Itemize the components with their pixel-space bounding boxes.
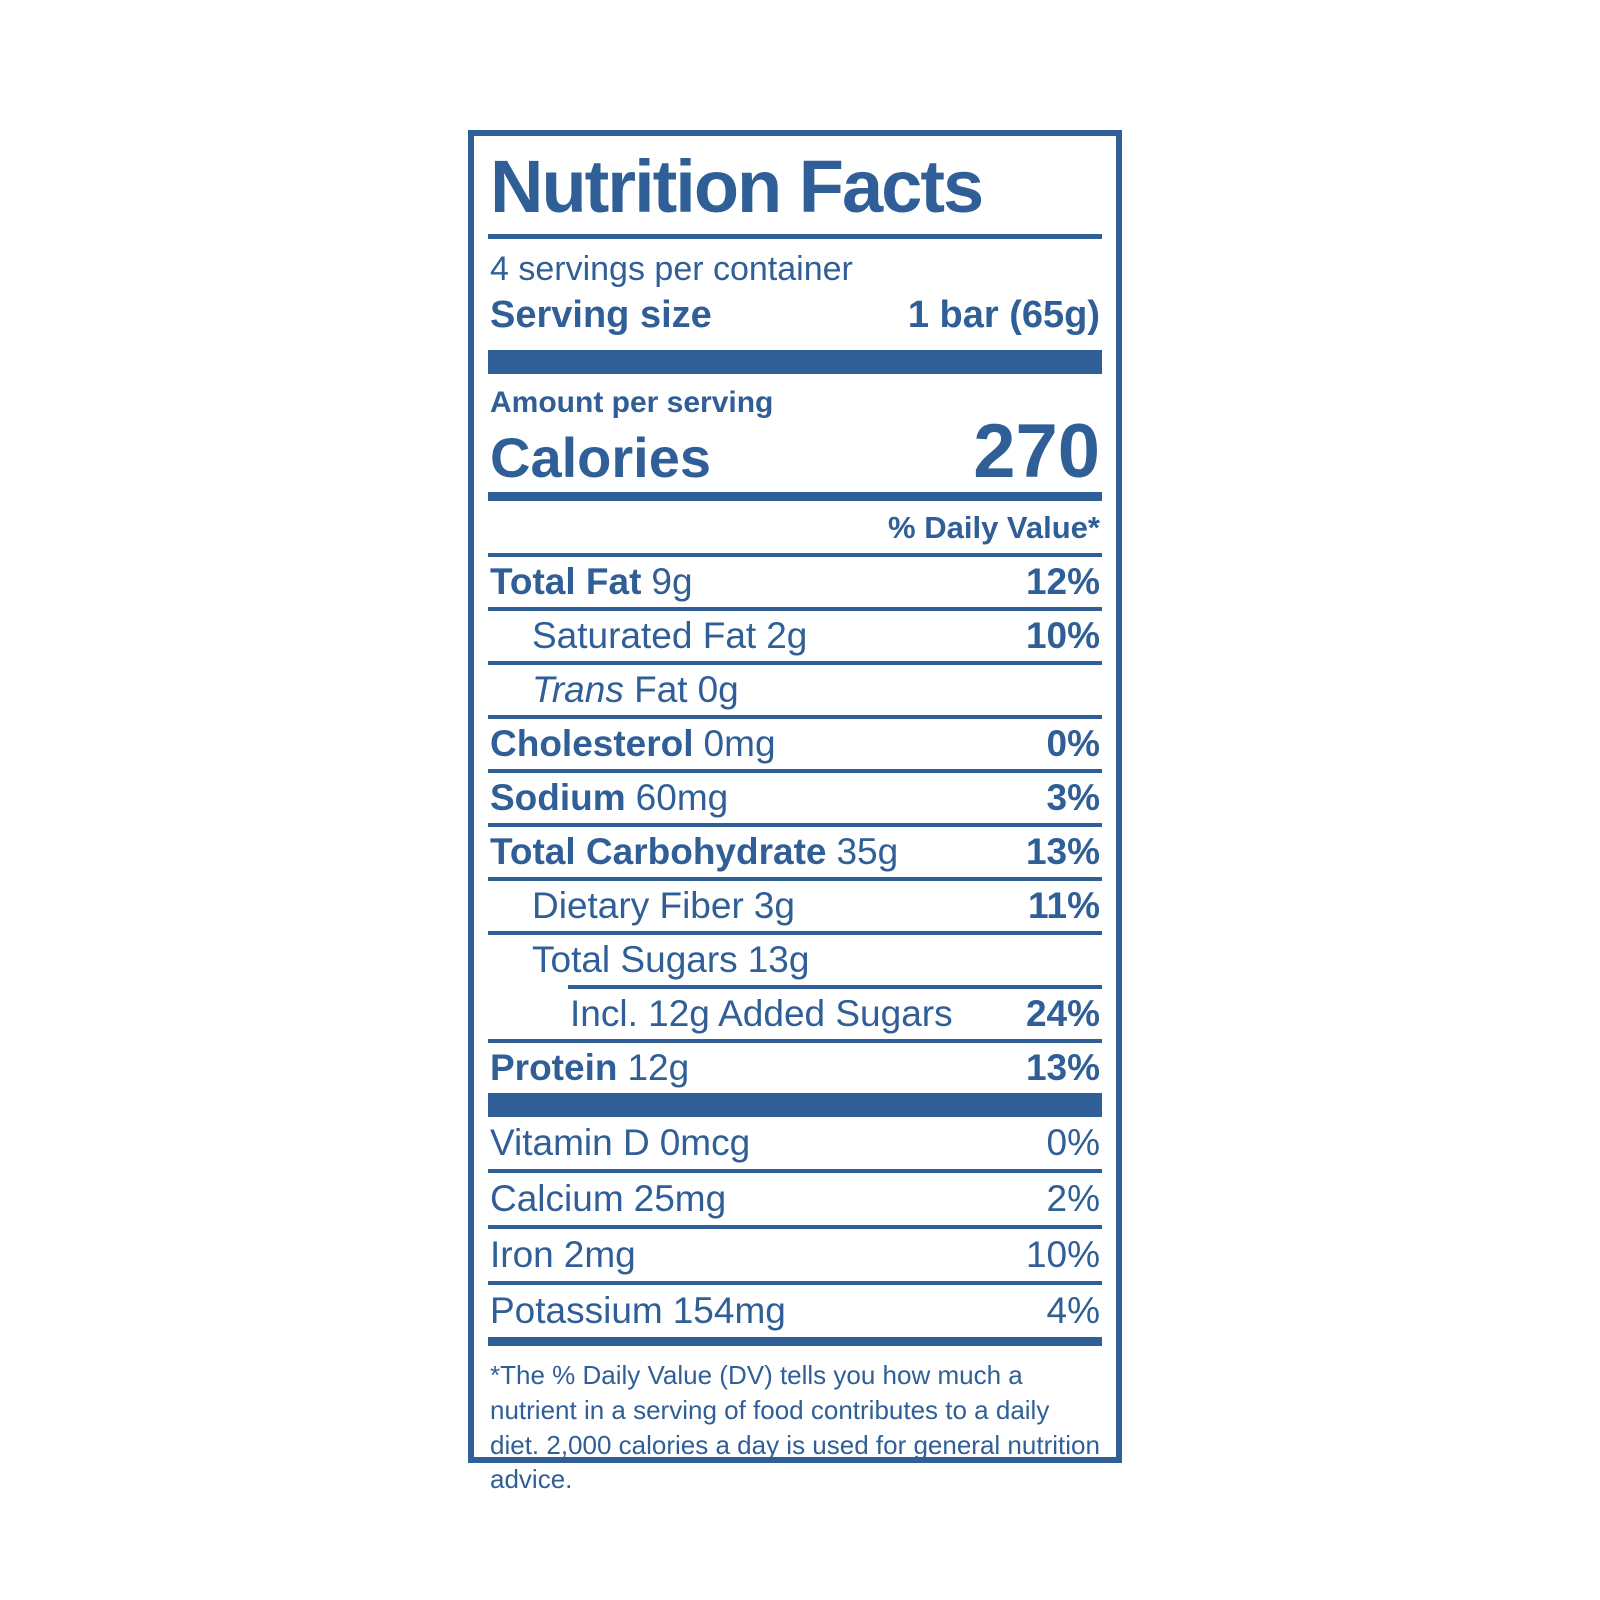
serving-size-row: Serving size 1 bar (65g) bbox=[488, 289, 1102, 350]
nutrient-row: Total Fat 9g 12% bbox=[488, 557, 1102, 607]
nutrient-row: Saturated Fat 2g 10% bbox=[488, 611, 1102, 661]
nutrient-amount: 2g bbox=[766, 615, 808, 656]
nutrient-row: Total Carbohydrate 35g 13% bbox=[488, 827, 1102, 877]
nutrient-name: Total Fat bbox=[490, 561, 642, 602]
nutrient-rows: Total Fat 9g 12% Saturated Fat 2g 10% Trans Fa… bbox=[488, 553, 1102, 1093]
nutrient-amount: 0mcg bbox=[659, 1122, 751, 1163]
nutrient-row: Calcium 25mg 2% bbox=[488, 1173, 1102, 1225]
nutrient-dv: 10% bbox=[1025, 615, 1100, 656]
section-bar bbox=[488, 350, 1102, 374]
nutrient-row: Dietary Fiber 3g 11% bbox=[488, 881, 1102, 931]
calories-value: 270 bbox=[973, 408, 1100, 494]
nutrition-facts-label: Nutrition Facts 4 servings per container… bbox=[468, 130, 1122, 1494]
amount-per-serving-label: Amount per serving bbox=[490, 386, 774, 419]
nutrient-row: Protein 12g 13% bbox=[488, 1043, 1102, 1093]
nutrient-dv: 11% bbox=[1027, 885, 1100, 926]
nutrient-row: Sodium 60mg 3% bbox=[488, 773, 1102, 823]
nutrient-amount: 2mg bbox=[563, 1234, 636, 1275]
footnote: *The % Daily Value (DV) tells you how mu… bbox=[490, 1360, 1100, 1495]
divider bbox=[488, 607, 1102, 611]
nutrient-dv: 12% bbox=[1025, 561, 1100, 602]
divider bbox=[488, 1225, 1102, 1229]
divider bbox=[488, 234, 1102, 239]
nutrient-name: Total Carbohydrate bbox=[490, 831, 827, 872]
nutrient-row: Cholesterol 0mg 0% bbox=[488, 719, 1102, 769]
divider bbox=[488, 769, 1102, 773]
divider bbox=[488, 492, 1102, 501]
nutrient-name: Dietary Fiber bbox=[532, 885, 744, 926]
micronutrient-rows: Vitamin D 0mcg 0% Calcium 25mg 2% Iron 2mg 10% Po… bbox=[488, 1117, 1102, 1337]
divider bbox=[488, 1281, 1102, 1285]
nutrient-amount: 13g bbox=[747, 939, 810, 980]
nutrient-dv: 2% bbox=[1046, 1178, 1100, 1219]
calories-label: Calories bbox=[490, 426, 711, 489]
divider bbox=[488, 877, 1102, 881]
nutrient-amount: 35g bbox=[836, 831, 899, 872]
nutrient-row: Vitamin D 0mcg 0% bbox=[488, 1117, 1102, 1169]
nutrient-amount: 25mg bbox=[633, 1178, 727, 1219]
nutrient-name-italic: Trans bbox=[532, 669, 624, 710]
nutrient-name: Vitamin D bbox=[490, 1122, 650, 1163]
divider bbox=[488, 1039, 1102, 1043]
servings-per-container: 4 servings per container bbox=[490, 250, 853, 288]
divider bbox=[488, 715, 1102, 719]
nutrient-dv: 0% bbox=[1046, 1122, 1100, 1163]
nutrient-name: Saturated Fat bbox=[532, 615, 757, 656]
divider bbox=[488, 1337, 1102, 1346]
nutrient-name: Sodium bbox=[490, 777, 626, 818]
nutrient-name: Potassium bbox=[490, 1290, 663, 1331]
nutrient-amount: 60mg bbox=[635, 777, 729, 818]
divider bbox=[488, 1169, 1102, 1173]
divider bbox=[488, 661, 1102, 665]
nutrient-row: Total Sugars 13g bbox=[488, 935, 1102, 985]
divider bbox=[488, 931, 1102, 935]
nutrient-name: Calcium bbox=[490, 1178, 624, 1219]
serving-size-label: Serving size bbox=[490, 294, 712, 336]
nutrient-dv: 0% bbox=[1046, 723, 1100, 764]
nutrient-name: Protein bbox=[490, 1047, 618, 1088]
daily-value-header: % Daily Value* bbox=[888, 510, 1100, 545]
nutrient-amount: 0g bbox=[697, 669, 739, 710]
nutrient-amount: 12g bbox=[627, 1047, 690, 1088]
nutrient-amount: 3g bbox=[753, 885, 795, 926]
nutrient-dv: 13% bbox=[1025, 1047, 1100, 1088]
nutrient-amount: 0mg bbox=[703, 723, 776, 764]
nutrient-dv: 3% bbox=[1046, 777, 1100, 818]
nutrient-amount: 9g bbox=[651, 561, 693, 602]
nutrient-row: Iron 2mg 10% bbox=[488, 1229, 1102, 1281]
calories-row: Calories 270 bbox=[488, 408, 1102, 494]
nutrient-name: Total Sugars bbox=[532, 939, 738, 980]
nutrient-row: Incl. 12g Added Sugars 24% bbox=[488, 989, 1102, 1039]
label-title: Nutrition Facts bbox=[490, 145, 984, 228]
serving-size-value: 1 bar (65g) bbox=[907, 294, 1100, 336]
nutrient-name: Incl. 12g Added Sugars bbox=[570, 993, 953, 1034]
nutrient-amount: 154mg bbox=[672, 1290, 786, 1331]
nutrient-dv: 4% bbox=[1046, 1290, 1100, 1331]
section-bar bbox=[488, 1093, 1102, 1117]
nutrient-row: Potassium 154mg 4% bbox=[488, 1285, 1102, 1337]
divider bbox=[488, 823, 1102, 827]
nutrient-name: Trans Fat bbox=[532, 669, 688, 710]
nutrient-dv: 13% bbox=[1025, 831, 1100, 872]
nutrient-row: Trans Fat 0g bbox=[488, 665, 1102, 715]
nutrient-dv: 24% bbox=[1025, 993, 1100, 1034]
nutrient-name: Iron bbox=[490, 1234, 554, 1275]
divider bbox=[488, 553, 1102, 557]
nutrient-name: Cholesterol bbox=[490, 723, 694, 764]
divider bbox=[568, 985, 1102, 989]
nutrient-dv: 10% bbox=[1025, 1234, 1100, 1275]
